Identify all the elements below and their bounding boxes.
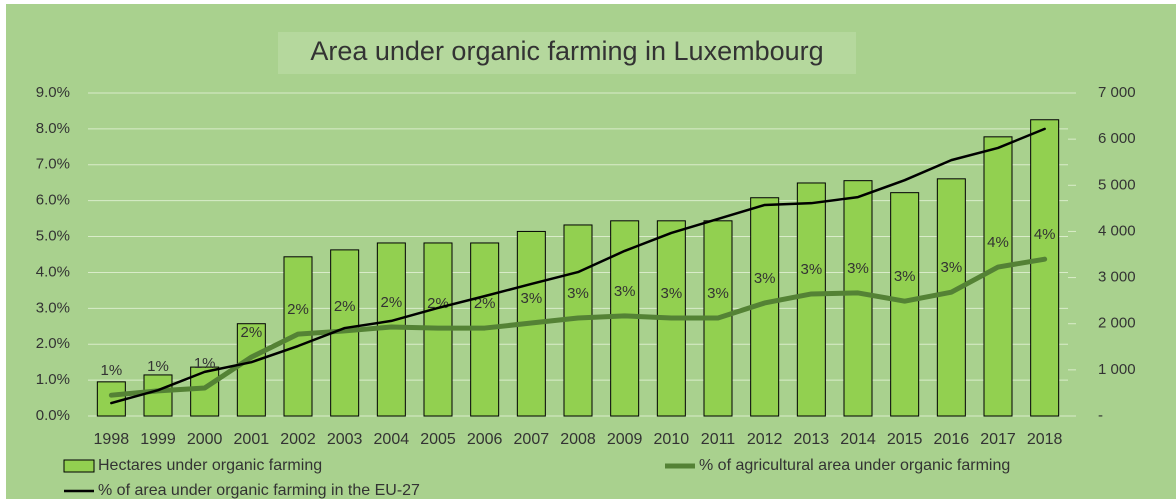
title-box [278, 32, 856, 74]
y2-tick-label: 3 000 [1098, 269, 1136, 286]
data-label: 3% [567, 285, 589, 302]
bar [796, 182, 826, 417]
x-tick-label: 2008 [560, 431, 596, 448]
y2-tick-label: 2 000 [1098, 315, 1136, 332]
line [110, 127, 1046, 405]
y-tick-label: 7.0% [36, 156, 70, 173]
legend-label: % of area under organic farming in the E… [98, 482, 420, 499]
x-tick-label: 1999 [140, 431, 176, 448]
x-tick-label: 2010 [654, 431, 690, 448]
x-tick-label: 2015 [887, 431, 923, 448]
data-label: 3% [847, 260, 869, 277]
bar [1030, 119, 1060, 417]
data-label: 3% [707, 285, 729, 302]
y2-tick-label: 6 000 [1098, 130, 1136, 147]
y-tick-label: 9.0% [36, 84, 70, 101]
data-label: 3% [520, 290, 542, 307]
x-tick-label: 2018 [1027, 431, 1063, 448]
data-label: 3% [614, 283, 636, 300]
y2-tick-label: 1 000 [1098, 361, 1136, 378]
x-tick-label: 2006 [467, 431, 503, 448]
x-tick-label: 2014 [840, 431, 876, 448]
data-label: 2% [380, 294, 402, 311]
legend-label: Hectares under organic farming [98, 457, 322, 474]
legend-swatch [63, 459, 95, 473]
data-label: 2% [287, 301, 309, 318]
y-tick-label: 5.0% [36, 228, 70, 245]
y-tick-label: 8.0% [36, 120, 70, 137]
bar [983, 136, 1013, 417]
x-tick-label: 2007 [514, 431, 550, 448]
bar [936, 178, 966, 417]
x-tick-label: 2011 [701, 431, 736, 448]
x-tick-label: 1998 [94, 431, 130, 448]
data-label: 2% [474, 295, 496, 312]
bar [143, 374, 173, 417]
y-tick-label: 1.0% [36, 371, 70, 388]
x-tick-label: 2013 [794, 431, 830, 448]
data-label: 1% [100, 362, 122, 379]
y2-tick-label: 4 000 [1098, 222, 1136, 239]
x-tick-label: 2017 [980, 431, 1016, 448]
y-tick-label: 0.0% [36, 407, 70, 424]
data-label: 4% [1034, 226, 1056, 243]
bar [236, 323, 266, 417]
x-tick-label: 2000 [187, 431, 223, 448]
bar [96, 381, 126, 417]
x-tick-label: 2001 [234, 431, 270, 448]
data-label: 3% [660, 285, 682, 302]
y2-tick-label: - [1098, 407, 1103, 424]
x-tick-label: 2012 [747, 431, 783, 448]
legend-label: % of agricultural area under organic far… [699, 457, 1010, 474]
x-tick-label: 2009 [607, 431, 643, 448]
line [108, 256, 1048, 398]
y2-tick-label: 5 000 [1098, 176, 1136, 193]
data-label: 3% [894, 268, 916, 285]
bar [890, 192, 920, 417]
data-label: 3% [940, 259, 962, 276]
y-tick-label: 6.0% [36, 192, 70, 209]
x-tick-label: 2004 [374, 431, 410, 448]
x-tick-label: 2005 [420, 431, 456, 448]
data-label: 1% [194, 355, 216, 372]
data-label: 3% [800, 261, 822, 278]
x-tick-label: 2003 [327, 431, 363, 448]
data-label: 4% [987, 234, 1009, 251]
x-tick-label: 2016 [934, 431, 970, 448]
y-tick-label: 3.0% [36, 299, 70, 316]
y-tick-label: 2.0% [36, 335, 70, 352]
y2-tick-label: 7 000 [1098, 84, 1136, 101]
data-label: 2% [240, 324, 262, 341]
chart-title: Area under organic farming in Luxembourg [310, 36, 823, 66]
y-tick-label: 4.0% [36, 263, 70, 280]
data-label: 2% [334, 298, 356, 315]
x-tick-label: 2002 [280, 431, 316, 448]
data-label: 1% [147, 358, 169, 375]
data-label: 3% [754, 270, 776, 287]
bar [843, 180, 873, 417]
